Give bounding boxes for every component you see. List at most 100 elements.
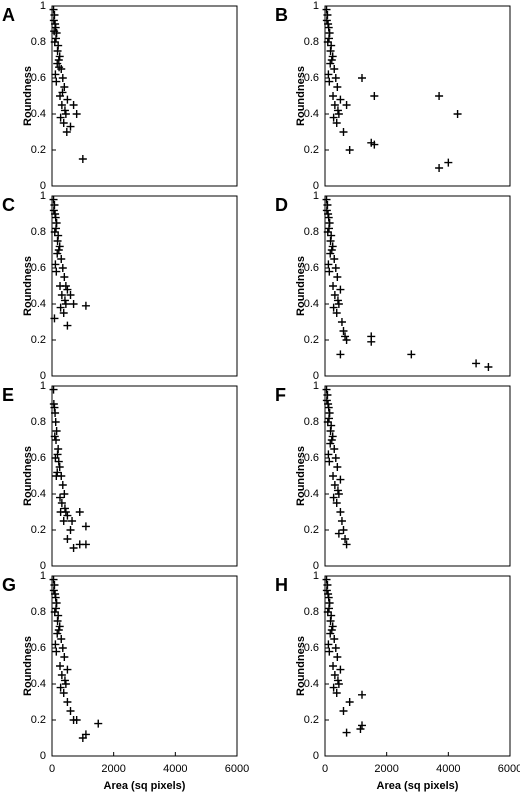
point (334, 490, 343, 498)
point (330, 635, 339, 643)
point (324, 640, 333, 649)
x-tick-label: 4000 (163, 763, 187, 775)
point (356, 725, 365, 733)
point (61, 680, 70, 688)
point (331, 264, 340, 272)
y-tick-label: 0 (40, 750, 46, 762)
point (331, 454, 340, 462)
point (336, 95, 345, 104)
point (333, 296, 342, 305)
point (51, 640, 60, 649)
y-tick-label: 0.2 (304, 714, 319, 726)
point (63, 698, 72, 706)
point (334, 680, 343, 688)
panel-label: C (2, 195, 15, 215)
point (58, 88, 67, 97)
point (53, 237, 62, 245)
point (323, 418, 332, 426)
panel-label: A (2, 5, 15, 25)
y-tick-label: 0 (313, 180, 319, 192)
point (322, 195, 331, 204)
point (55, 622, 64, 631)
point (53, 249, 62, 258)
point (333, 676, 342, 685)
point (328, 242, 337, 251)
point (60, 296, 69, 305)
point (322, 396, 331, 405)
point (66, 526, 75, 534)
point (59, 119, 68, 127)
point (56, 493, 65, 502)
point (330, 671, 339, 679)
point (52, 427, 61, 435)
y-tick-label: 0 (313, 370, 319, 382)
point (370, 92, 379, 100)
point (345, 146, 354, 154)
y-tick-label: 1 (313, 190, 319, 202)
point (341, 332, 350, 341)
point (49, 16, 58, 25)
y-axis-label: Roundness (295, 66, 307, 126)
point (52, 267, 61, 276)
point (69, 101, 78, 109)
point (322, 206, 331, 215)
y-tick-label: 0 (40, 180, 46, 192)
point (68, 517, 77, 525)
point (53, 59, 62, 68)
y-tick-label: 0.8 (31, 36, 46, 48)
point (326, 47, 335, 55)
point (324, 70, 333, 79)
point (52, 34, 61, 43)
point (325, 77, 334, 86)
point (81, 730, 90, 739)
point (52, 77, 61, 86)
point (342, 728, 351, 737)
point (444, 158, 453, 167)
point (50, 314, 59, 323)
point (94, 719, 103, 728)
point (322, 586, 331, 595)
point (358, 721, 366, 730)
point (54, 457, 63, 466)
y-tick-label: 1 (40, 190, 46, 202)
point (336, 475, 345, 484)
point (325, 647, 334, 656)
point (339, 128, 348, 136)
y-tick-label: 0.8 (31, 226, 46, 238)
point (329, 662, 338, 670)
point (49, 400, 58, 408)
point (367, 337, 376, 346)
y-tick-label: 1 (313, 0, 319, 12)
point (407, 350, 416, 359)
y-axis-label: Roundness (22, 66, 34, 126)
point (330, 481, 339, 489)
point (58, 74, 67, 82)
y-tick-label: 0.4 (304, 488, 319, 500)
point (57, 499, 66, 507)
y-axis-label: Roundness (22, 256, 34, 316)
point (50, 228, 59, 236)
point (52, 647, 61, 656)
point (66, 291, 75, 299)
point (57, 291, 66, 299)
point (329, 113, 338, 122)
point (49, 575, 58, 584)
point (52, 472, 61, 480)
point (326, 237, 335, 245)
point (58, 644, 67, 652)
y-axis-label: Roundness (295, 256, 307, 316)
y-tick-label: 0 (40, 560, 46, 572)
point (61, 110, 70, 118)
y-tick-label: 0 (313, 750, 319, 762)
point (58, 264, 67, 272)
point (57, 635, 66, 643)
point (337, 318, 346, 326)
point (53, 629, 62, 638)
panel-label: F (275, 385, 286, 405)
plot-frame (51, 575, 238, 757)
point (62, 128, 71, 136)
y-tick-label: 0.6 (304, 642, 319, 654)
x-tick-label: 0 (322, 763, 328, 775)
y-tick-label: 0 (40, 370, 46, 382)
y-axis-label: Roundness (295, 446, 307, 506)
